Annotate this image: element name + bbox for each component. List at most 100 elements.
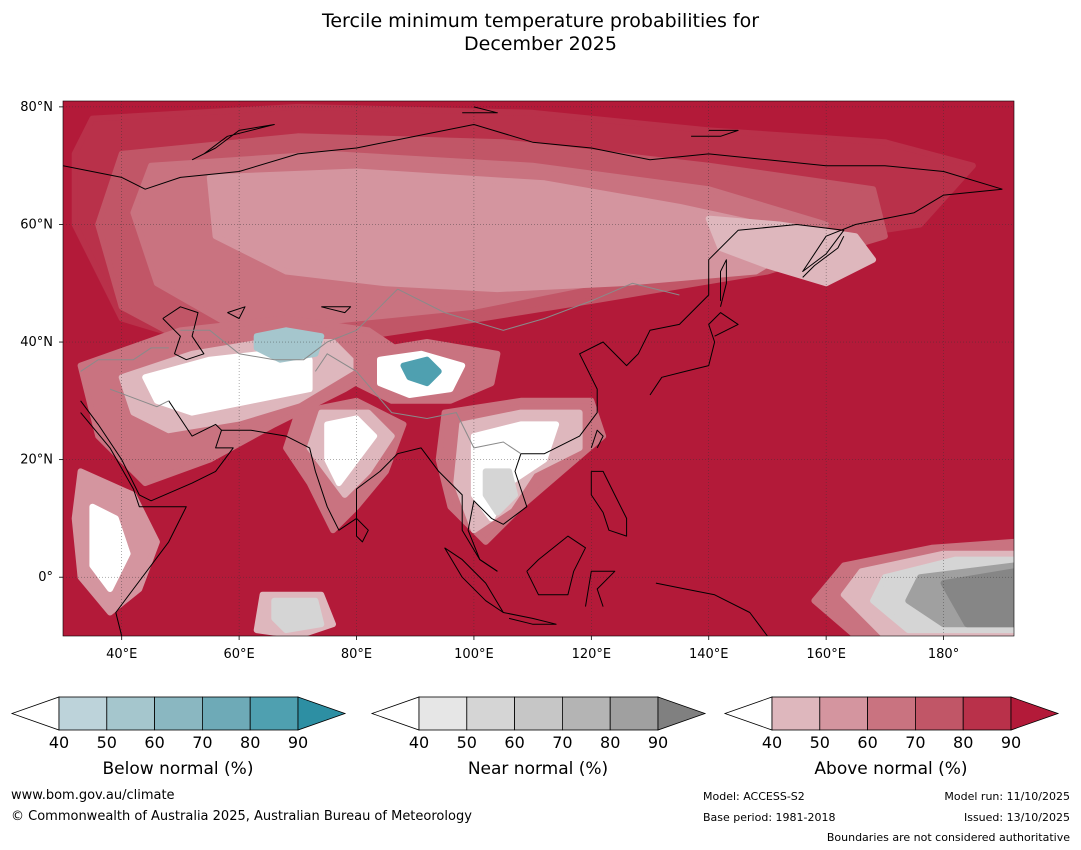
coastline xyxy=(168,400,222,437)
colorbar-swatch xyxy=(58,696,108,731)
country-border xyxy=(180,288,398,361)
map-title: Tercile minimum temperature probabilitie… xyxy=(0,10,1081,56)
lat-tick-label: 20°N xyxy=(20,453,53,468)
title-line-1: Tercile minimum temperature probabilitie… xyxy=(321,10,760,32)
country-border xyxy=(314,353,522,455)
colorbar-tick-label: 60 xyxy=(144,733,164,752)
colorbar-label-near: Near normal (%) xyxy=(467,759,609,779)
map-frame xyxy=(62,100,1015,637)
lat-tick-label: 80°N xyxy=(20,100,53,115)
coastline xyxy=(655,582,768,636)
colorbar-swatch xyxy=(201,696,251,731)
coastline xyxy=(649,312,739,396)
colorbar-tick-label: 70 xyxy=(552,733,572,752)
coastlines xyxy=(63,106,1003,636)
coastline xyxy=(590,429,604,449)
colorbar-tick-label: 80 xyxy=(240,733,260,752)
lon-tick-label: 40°E xyxy=(106,647,137,662)
colorbar-tick-label: 70 xyxy=(905,733,925,752)
colorbar-tick-label: 50 xyxy=(457,733,477,752)
colorbar-tick-label: 40 xyxy=(409,733,429,752)
lon-tick-label: 60°E xyxy=(223,647,254,662)
field-blob xyxy=(400,356,442,387)
colorbar-tick-label: 60 xyxy=(504,733,524,752)
field-blob xyxy=(253,327,325,363)
colorbar-tick-label: 80 xyxy=(953,733,973,752)
colorbar-tick-label: 90 xyxy=(288,733,308,752)
coastline xyxy=(467,188,1003,572)
lon-tick-label: 160°E xyxy=(806,647,846,662)
coastline xyxy=(462,106,498,114)
colorbar-swatch xyxy=(249,696,299,731)
field-blob xyxy=(271,597,325,634)
longitude-labels: 40°E 60°E 80°E 100°E 120°E 140°E 160°E 180° xyxy=(106,636,959,662)
field-blob xyxy=(206,168,818,293)
colorbar-swatch xyxy=(771,696,821,731)
lon-tick-label: 80°E xyxy=(341,647,372,662)
field-blob xyxy=(482,468,518,516)
coastline xyxy=(585,570,616,607)
colorbars: 40 50 60 70 80 90 40 50 60 70 80 90 40 50 60 70 80 90 xyxy=(10,696,1060,752)
colorbar-tick-label: 40 xyxy=(49,733,69,752)
colorbar-swatch xyxy=(154,696,203,731)
colorbar: 40 50 60 70 80 90 xyxy=(370,696,707,752)
coastline xyxy=(162,306,205,361)
colorbar-tick-label: 60 xyxy=(857,733,877,752)
colorbar-swatch xyxy=(418,696,468,731)
probability-field xyxy=(63,101,1014,636)
footer-copyright: © Commonwealth of Australia 2025, Austra… xyxy=(11,809,472,824)
colorbar-swatch xyxy=(466,696,515,731)
colorbar-extend-high xyxy=(1010,696,1060,731)
colorbar-tick-label: 90 xyxy=(648,733,668,752)
colorbar: 40 50 60 70 80 90 xyxy=(10,696,347,752)
title-line-2: December 2025 xyxy=(464,33,617,55)
country-border xyxy=(109,388,169,408)
colorbar-swatch xyxy=(867,696,916,731)
field-blob xyxy=(89,503,131,592)
colorbar-tick-label: 40 xyxy=(762,733,782,752)
field-blob xyxy=(705,215,877,287)
coastline xyxy=(321,306,352,314)
footer-disclaimer: Boundaries are not considered authoritat… xyxy=(826,831,1070,844)
coastline xyxy=(80,400,498,572)
colorbar-label-below: Below normal (%) xyxy=(102,759,254,779)
colorbar-swatch xyxy=(819,696,868,731)
footer-website: www.bom.gov.au/climate xyxy=(11,788,175,803)
colorbar-tick-label: 80 xyxy=(600,733,620,752)
field-blob xyxy=(940,568,1014,628)
lat-tick-label: 40°N xyxy=(20,335,53,350)
country-border xyxy=(397,282,680,331)
lon-tick-label: 100°E xyxy=(454,647,494,662)
colorbar-extend-low xyxy=(723,696,773,731)
colorbar-tick-label: 70 xyxy=(192,733,212,752)
country-border xyxy=(80,347,169,372)
field-blob xyxy=(142,350,313,416)
colorbar-tick-label: 50 xyxy=(97,733,117,752)
lon-tick-label: 120°E xyxy=(572,647,612,662)
colorbar-swatch xyxy=(562,696,611,731)
colorbar-label-above: Above normal (%) xyxy=(814,759,968,779)
coastline xyxy=(356,518,369,543)
colorbar-extend-high xyxy=(657,696,707,731)
colorbar-swatch xyxy=(962,696,1012,731)
coastline xyxy=(63,124,1003,190)
colorbar-swatch xyxy=(915,696,964,731)
colorbar-extend-low xyxy=(10,696,60,731)
colorbar-swatch xyxy=(106,696,156,731)
coastline xyxy=(80,412,187,636)
coastline xyxy=(227,306,246,319)
footer-issued: Issued: 13/10/2025 xyxy=(963,811,1070,824)
coastline xyxy=(590,470,628,537)
latitude-labels: 80°N 60°N 40°N 20°N 0° xyxy=(20,100,63,585)
lat-tick-label: 0° xyxy=(38,570,53,585)
coastline xyxy=(802,235,845,278)
coastline xyxy=(191,124,275,161)
lon-tick-label: 140°E xyxy=(689,647,729,662)
colorbar-extend-low xyxy=(370,696,420,731)
lon-tick-label: 180° xyxy=(928,647,959,662)
coastline xyxy=(720,259,727,307)
coastline xyxy=(691,129,739,137)
colorbar-swatch xyxy=(609,696,659,731)
footer-base-period: Base period: 1981-2018 xyxy=(703,811,836,824)
